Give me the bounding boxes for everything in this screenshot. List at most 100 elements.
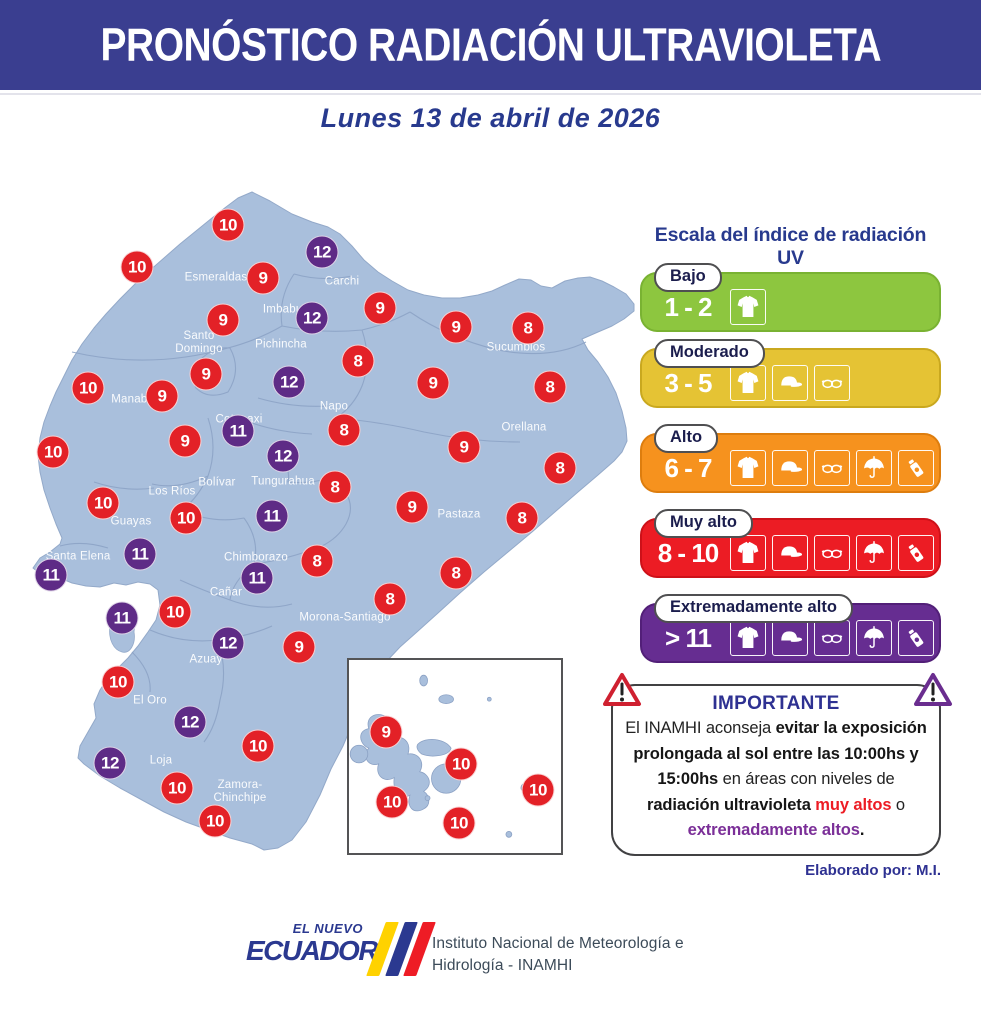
province-label: Santo Domingo: [175, 329, 223, 355]
province-label: Zamora- Chinchipe: [213, 778, 267, 804]
uv-index-badge: 10: [211, 208, 245, 242]
uv-index-badge: 12: [272, 365, 306, 399]
credit-line: Elaborado por: M.I.: [805, 862, 941, 879]
legend-title: Escala del índice de radiación UV: [654, 224, 927, 269]
legend-level-label: Moderado: [654, 339, 765, 368]
sunglasses-icon: [814, 365, 850, 401]
uv-index-badge: 9: [206, 303, 240, 337]
uv-index-badge: 9: [447, 430, 481, 464]
santa-cruz-north: [416, 739, 452, 757]
province-label: Morona-Santiago: [299, 611, 391, 624]
forecast-date: Lunes 13 de abril de 2026: [320, 103, 661, 133]
umbrella-icon: [856, 620, 892, 656]
uv-index-badge: 12: [211, 626, 245, 660]
logo-ecuador: ECUADOR: [246, 935, 379, 966]
header-divider: [0, 93, 981, 95]
uv-index-badge: 10: [86, 486, 120, 520]
important-text-segment: muy altos: [815, 795, 892, 814]
province-label: Guayas: [110, 515, 152, 528]
sunglasses-icon: [814, 450, 850, 486]
important-title: IMPORTANTE: [712, 693, 840, 714]
coastal-islet: [100, 339, 106, 347]
shirt-icon: [730, 365, 766, 401]
legend-level-label: Muy alto: [654, 509, 753, 538]
province-label: Los Ríos: [148, 485, 196, 498]
uv-index-badge: 10: [521, 773, 555, 807]
province-label: Pastaza: [437, 508, 481, 521]
important-text-segment: evitar la exposición prolongada al sol e…: [633, 719, 927, 789]
important-text-segment: extremadamente altos: [687, 821, 860, 840]
uv-index-badge: 10: [101, 665, 135, 699]
sunglasses-icon: [814, 620, 850, 656]
important-text-segment: o: [891, 795, 905, 814]
uv-index-badge: 8: [300, 544, 334, 578]
fernandina-island: [349, 744, 369, 764]
province-label: Napo: [319, 400, 349, 413]
legend-uv-range: 1 - 2: [664, 291, 712, 322]
province-label: Cañar: [209, 586, 243, 599]
uv-index-badge: 11: [221, 414, 255, 448]
uv-scale-legend: Bajo 1 - 2 Moderado 3 - 5 Alto 6 - 7 Muy alto 8…: [640, 222, 941, 682]
important-text-segment: .: [859, 821, 865, 840]
page-title: PRONÓSTICO RADIACIÓN ULTRAVIOLETA: [100, 18, 881, 71]
shirt-icon: [730, 450, 766, 486]
province-label: Manabí: [111, 393, 151, 406]
important-text: El INAMHI aconseja evitar la exposición …: [619, 716, 933, 844]
uv-index-badge: 10: [120, 250, 154, 284]
uv-index-badge: 9: [246, 261, 280, 295]
province-borders: [59, 273, 587, 743]
province-label: Carchi: [324, 275, 360, 288]
umbrella-icon: [856, 535, 892, 571]
uv-index-badge: 12: [93, 746, 127, 780]
uv-index-badge: 9: [395, 490, 429, 524]
uv-index-badge: 8: [505, 501, 539, 535]
shirt-icon: [730, 620, 766, 656]
legend-row-extremadamente-alto: Extremadamente alto > 11: [640, 594, 941, 663]
cap-icon: [772, 620, 808, 656]
uv-index-badge: 10: [169, 501, 203, 535]
ecuador-flag-stripes-icon: [366, 922, 436, 976]
sunscreen-icon: [898, 620, 934, 656]
legend-uv-range: 3 - 5: [664, 367, 712, 398]
cap-icon: [772, 365, 808, 401]
legend-row-alto: Alto 6 - 7: [640, 424, 941, 493]
logo-el-nuevo: EL NUEVO: [292, 921, 363, 936]
province-label: Bolívar: [198, 476, 236, 489]
warning-icon-red: [603, 673, 641, 706]
sunscreen-icon: [898, 450, 934, 486]
province-label: Pichincha: [255, 338, 307, 351]
sunscreen-icon: [898, 535, 934, 571]
uv-index-badge: 8: [327, 413, 361, 447]
ecuador-mainland-shape: [32, 191, 635, 851]
uv-index-badge: 10: [442, 806, 476, 840]
uv-index-badge: 10: [444, 747, 478, 781]
province-label: Chimborazo: [224, 551, 288, 564]
uv-index-badge: 9: [168, 424, 202, 458]
umbrella-icon: [856, 450, 892, 486]
uv-index-badge: 9: [439, 310, 473, 344]
important-text-segment: en áreas con niveles de: [718, 770, 895, 789]
important-text-segment: El INAMHI aconseja: [625, 719, 776, 737]
uv-index-badge: 9: [189, 357, 223, 391]
uv-index-badge: 12: [173, 705, 207, 739]
province-label: El Oro: [133, 694, 167, 707]
uv-index-badge: 11: [240, 561, 274, 595]
uv-index-badge: 10: [241, 729, 275, 763]
uv-index-badge: 8: [341, 344, 375, 378]
legend-level-label: Bajo: [654, 263, 722, 292]
uv-index-badge: 11: [123, 537, 157, 571]
coastal-islet: [95, 325, 101, 335]
uv-index-badge: 8: [543, 451, 577, 485]
legend-row-bajo: Bajo 1 - 2: [640, 263, 941, 332]
uv-index-badge: 12: [266, 439, 300, 473]
uv-index-badge: 10: [375, 785, 409, 819]
uv-index-badge: 9: [416, 366, 450, 400]
institute-name: Instituto Nacional de Meteorología e Hid…: [432, 935, 684, 975]
uv-index-badge: 8: [511, 311, 545, 345]
legend-level-label: Alto: [654, 424, 719, 453]
uv-index-badge: 10: [160, 771, 194, 805]
uv-index-badge: 10: [198, 804, 232, 838]
cap-icon: [772, 535, 808, 571]
province-label: Azuay: [189, 653, 223, 666]
